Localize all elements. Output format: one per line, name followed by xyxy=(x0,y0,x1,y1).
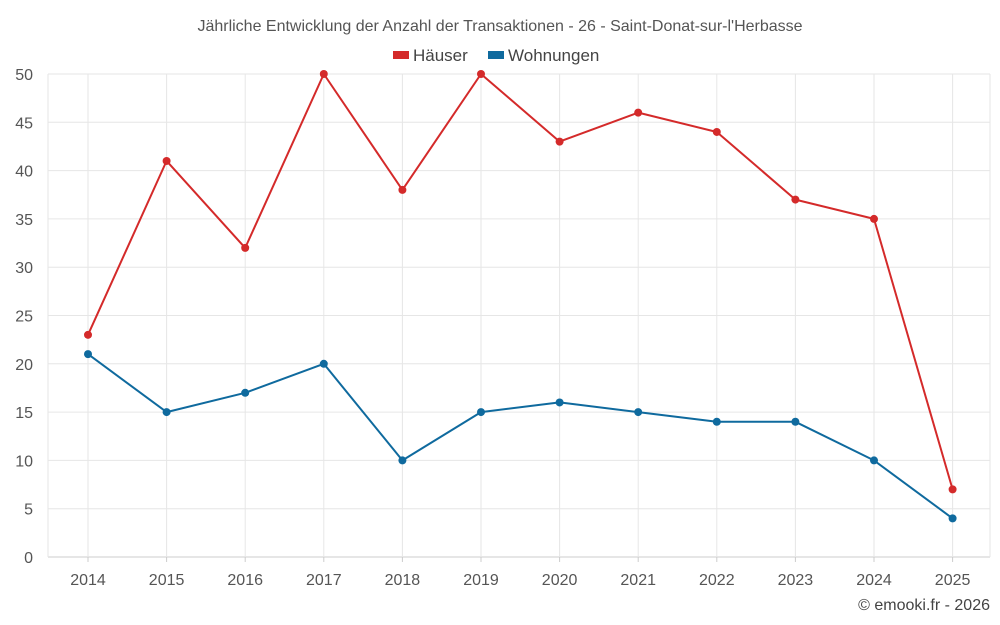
series-1-point[interactable] xyxy=(555,137,564,146)
series-2-point[interactable] xyxy=(555,398,564,407)
legend-item-1[interactable]: Häuser xyxy=(393,46,468,65)
series-2-point[interactable] xyxy=(477,408,485,417)
y-tick-label: 45 xyxy=(15,115,33,132)
series-2-point[interactable] xyxy=(319,359,328,368)
x-tick-label: 2020 xyxy=(542,572,578,589)
series-1 xyxy=(84,70,957,494)
y-tick-label: 35 xyxy=(15,212,33,229)
legend[interactable]: Häuser Wohnungen xyxy=(393,46,599,65)
x-tick-label: 2022 xyxy=(699,572,735,589)
series-1-point[interactable] xyxy=(634,108,643,117)
series-2-point[interactable] xyxy=(948,514,957,523)
y-tick-label: 10 xyxy=(15,453,33,470)
legend-swatch xyxy=(488,51,504,59)
y-tick-label: 5 xyxy=(24,502,33,519)
y-tick-label: 40 xyxy=(15,164,33,181)
y-axis: 0 5 10 15 20 25 30 35 40 45 50 xyxy=(15,67,33,567)
chart-title: Jährliche Entwicklung der Anzahl der Tra… xyxy=(197,18,802,35)
series-2-point[interactable] xyxy=(870,456,878,465)
series-1-point[interactable] xyxy=(398,185,407,194)
series-layer xyxy=(84,70,957,523)
legend-item-2[interactable]: Wohnungen xyxy=(488,46,599,65)
credit-text: © emooki.fr - 2026 xyxy=(858,597,990,614)
y-tick-label: 0 xyxy=(24,550,33,567)
y-tick-label: 15 xyxy=(15,405,33,422)
series-1-point[interactable] xyxy=(84,330,92,339)
series-2-line xyxy=(87,353,954,520)
legend-swatch xyxy=(393,51,409,59)
x-tick-label: 2018 xyxy=(385,572,421,589)
x-tick-label: 2016 xyxy=(227,572,263,589)
legend-label: Häuser xyxy=(413,46,468,65)
series-1-point[interactable] xyxy=(948,485,957,494)
x-tick-label: 2015 xyxy=(149,572,185,589)
y-tick-label: 25 xyxy=(15,309,33,326)
series-2-point[interactable] xyxy=(634,408,643,417)
y-tick-label: 50 xyxy=(15,67,33,84)
series-2-point[interactable] xyxy=(84,350,92,359)
series-2-point[interactable] xyxy=(162,408,171,417)
series-1-point[interactable] xyxy=(319,70,328,78)
y-tick-label: 30 xyxy=(15,260,33,277)
series-2 xyxy=(84,350,957,523)
grid xyxy=(47,73,991,558)
series-1-point[interactable] xyxy=(870,214,878,223)
series-2-point[interactable] xyxy=(791,417,800,426)
legend-label: Wohnungen xyxy=(508,46,599,65)
series-2-point[interactable] xyxy=(712,417,721,426)
x-tick-label: 2019 xyxy=(463,572,499,589)
x-tick-label: 2021 xyxy=(620,572,656,589)
series-1-point[interactable] xyxy=(162,156,171,165)
x-tick-label: 2024 xyxy=(856,572,892,589)
x-tick-label: 2014 xyxy=(70,572,106,589)
x-tick-label: 2017 xyxy=(306,572,342,589)
series-1-point[interactable] xyxy=(241,243,250,252)
series-1-point[interactable] xyxy=(477,70,485,78)
series-1-point[interactable] xyxy=(791,195,800,204)
x-axis: 2014 2015 2016 2017 2018 2019 2020 2021 2022 2023… xyxy=(70,557,970,589)
series-1-line xyxy=(87,73,954,490)
y-tick-label: 20 xyxy=(15,357,33,374)
series-2-point[interactable] xyxy=(241,388,250,397)
series-2-point[interactable] xyxy=(398,456,407,465)
series-1-point[interactable] xyxy=(712,127,721,136)
x-tick-label: 2025 xyxy=(935,572,971,589)
x-tick-label: 2023 xyxy=(778,572,814,589)
